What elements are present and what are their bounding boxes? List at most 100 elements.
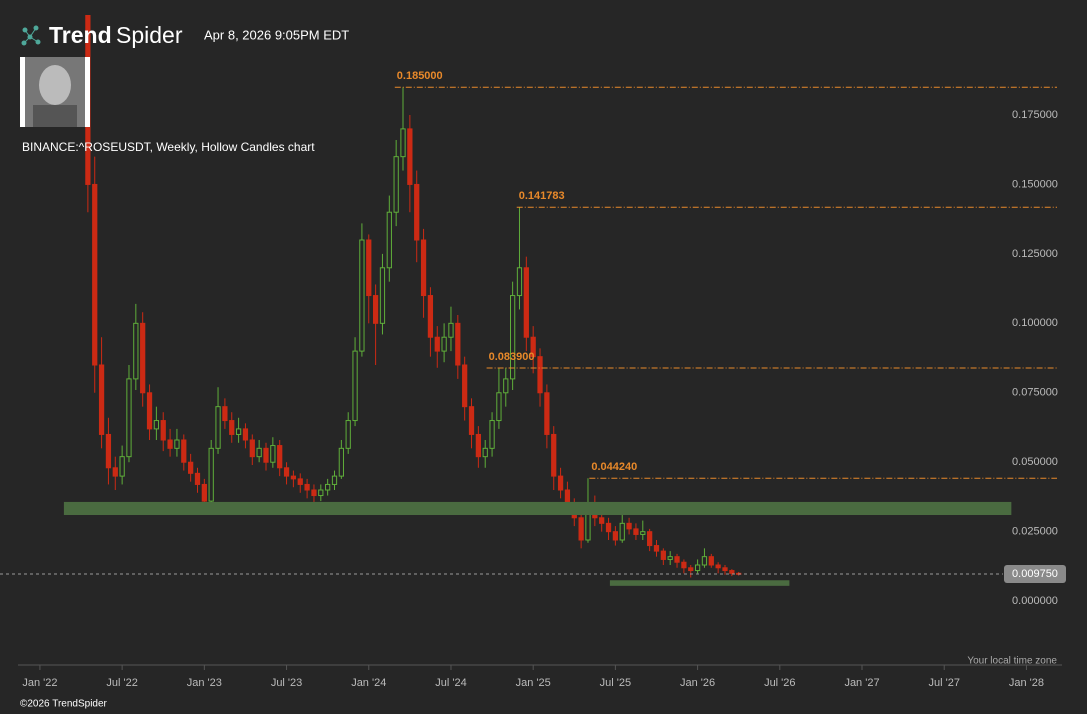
candle-body [516, 267, 523, 297]
high-label: 0.185000 [397, 70, 443, 82]
high-label: 0.044240 [591, 461, 637, 473]
candle-body [277, 445, 283, 469]
candle-body [462, 364, 468, 408]
y-tick-label: 0.175000 [1012, 109, 1058, 121]
x-tick-label: Jul '27 [928, 677, 959, 689]
high-label: 0.083900 [489, 351, 535, 363]
candle-body [146, 392, 153, 430]
candle-body [633, 528, 639, 535]
candle-body [167, 439, 173, 449]
candle-body [98, 364, 105, 435]
candle-body [681, 561, 687, 569]
x-tick-label: Jan '27 [844, 677, 879, 689]
candle-body [105, 433, 112, 469]
candle-body [140, 322, 146, 394]
x-tick-label: Jul '24 [435, 677, 466, 689]
candle-body [626, 522, 632, 530]
candle-body [694, 564, 701, 572]
candle-body [667, 556, 673, 560]
x-tick-label: Jan '25 [516, 677, 551, 689]
candle-body [235, 428, 242, 435]
candle-body [222, 406, 228, 422]
y-tick-label: 0.025000 [1012, 526, 1058, 538]
candle-body [181, 439, 187, 463]
candle-body [92, 183, 98, 366]
candle-body [338, 447, 344, 477]
candle-body [256, 447, 262, 458]
candle-body [188, 461, 194, 474]
candle-body [688, 567, 694, 572]
candle-body [393, 156, 399, 213]
x-tick-label: Jul '26 [764, 677, 795, 689]
candle-body [359, 239, 365, 352]
y-tick-label: 0.000000 [1012, 595, 1058, 607]
y-tick-label: 0.075000 [1012, 387, 1058, 399]
candle-body [174, 439, 180, 449]
candle-body [503, 378, 509, 394]
last-price-label: 0.009750 [1012, 568, 1058, 580]
high-label: 0.141783 [519, 190, 565, 202]
candle-body [229, 420, 235, 435]
x-tick-label: Jan '26 [680, 677, 715, 689]
candle-body [153, 420, 160, 430]
candle-body [701, 556, 708, 566]
candle-body [283, 467, 290, 477]
candle-body [407, 128, 413, 185]
candle-body [133, 322, 139, 380]
candle-body [414, 183, 420, 241]
candle-body [729, 570, 735, 574]
x-tick-label: Jan '24 [351, 677, 386, 689]
candle-body [619, 522, 625, 541]
candle-body [640, 531, 646, 535]
candle-body [599, 517, 605, 524]
candle-body [372, 295, 379, 324]
candle-body [160, 420, 166, 441]
candle-body [605, 522, 612, 533]
x-tick-label: Jul '25 [600, 677, 631, 689]
candle-body [530, 336, 536, 358]
candle-body [379, 267, 386, 324]
y-tick-label: 0.150000 [1012, 178, 1058, 190]
x-tick-label: Jan '22 [22, 677, 57, 689]
y-tick-label: 0.100000 [1012, 317, 1058, 329]
copyright: ©2026 TrendSpider [20, 699, 108, 710]
candle-body [420, 239, 427, 297]
y-tick-label: 0.125000 [1012, 248, 1058, 260]
candle-body [722, 567, 728, 572]
candle-body [448, 322, 454, 338]
x-tick-label: Jul '23 [271, 677, 302, 689]
candle-body [647, 531, 653, 547]
logo-bold: Trend [49, 22, 112, 48]
candle-body [352, 350, 358, 422]
candle-body [441, 336, 447, 352]
candle-body [112, 467, 118, 477]
candle-body [455, 322, 461, 366]
candle-body [119, 456, 125, 477]
candle-body [290, 475, 297, 480]
candle-body [345, 420, 351, 449]
x-tick-label: Jan '28 [1009, 677, 1044, 689]
candle-body [510, 295, 516, 380]
x-tick-label: Jan '23 [187, 677, 222, 689]
avatar [20, 57, 90, 127]
candle-body [366, 239, 372, 297]
timestamp: Apr 8, 2026 9:05PM EDT [204, 27, 349, 42]
plot-area [85, 15, 742, 578]
x-tick-label: Jul '22 [106, 677, 137, 689]
candle-body [564, 489, 571, 505]
candle-body [523, 267, 529, 338]
candle-body [400, 128, 406, 158]
y-tick-label: 0.050000 [1012, 456, 1058, 468]
support-zone [63, 501, 1012, 515]
candle-body [297, 478, 303, 485]
logo-light: Spider [116, 22, 183, 48]
candle-body [331, 475, 338, 485]
support-zone [609, 580, 790, 586]
candle-body [715, 564, 721, 569]
candle-body [208, 447, 214, 502]
candle-body [489, 420, 495, 449]
candle-body [242, 428, 249, 441]
